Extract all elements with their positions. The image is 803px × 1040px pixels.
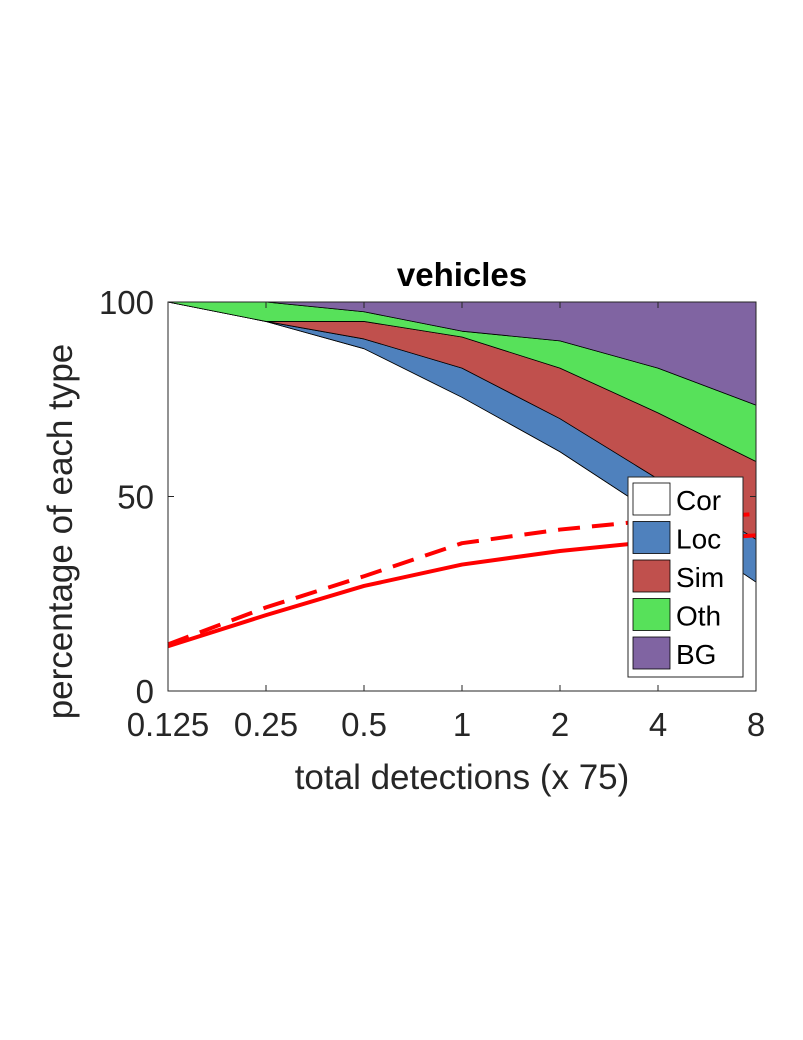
legend-swatch-oth — [632, 598, 671, 631]
legend-swatch-sim — [632, 559, 671, 593]
axis-ticks: 0.125 0.25 0.5 1 2 4 8 0 50 100 — [99, 284, 765, 743]
x-tick-label: 2 — [551, 706, 569, 743]
y-tick-label: 0 — [136, 673, 154, 710]
legend-label-sim: Sim — [676, 562, 724, 593]
line-dashed — [167, 512, 757, 647]
x-axis-label: total detections (x 75) — [295, 758, 630, 797]
legend-swatch-bg — [632, 636, 671, 670]
chart-title: vehicles — [397, 256, 527, 293]
x-tick-label: 4 — [649, 706, 667, 743]
y-tick-label: 50 — [117, 479, 154, 516]
legend-label-oth: Oth — [676, 601, 721, 632]
legend-swatch-cor — [632, 482, 671, 516]
x-tick-label: 8 — [747, 706, 765, 743]
x-tick-label: 0.125 — [127, 706, 210, 743]
x-tick-label: 0.5 — [341, 706, 387, 743]
y-tick-label: 100 — [99, 284, 154, 321]
x-tick-label: 1 — [453, 706, 471, 743]
legend: Cor Loc Sim Oth BG — [627, 476, 744, 678]
legend-label-cor: Cor — [676, 485, 721, 516]
x-tick-label: 0.25 — [234, 706, 298, 743]
legend-label-bg: BG — [676, 639, 716, 670]
legend-swatch-loc — [632, 521, 671, 554]
y-axis-label: percentage of each type — [41, 344, 80, 720]
legend-label-loc: Loc — [676, 524, 721, 555]
